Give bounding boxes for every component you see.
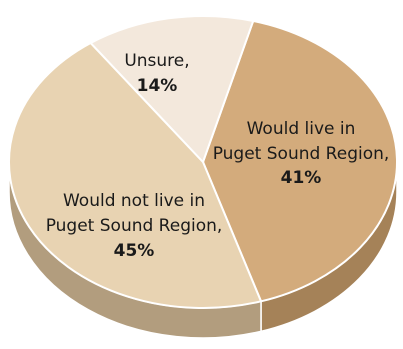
slice-label-line: Would live in bbox=[247, 119, 356, 139]
slice-label-line: Would not live in bbox=[63, 191, 205, 211]
pie-tops bbox=[8, 15, 398, 309]
slice-label-line: Unsure, bbox=[124, 51, 189, 71]
slice-percent-label: 45% bbox=[114, 241, 155, 261]
slice-percent-label: 14% bbox=[137, 76, 178, 96]
slice-percent-label: 41% bbox=[281, 168, 322, 188]
slice-label-unsure: Unsure, 14% bbox=[124, 51, 189, 96]
slice-label-would-live: Would live in Puget Sound Region, 41% bbox=[213, 119, 390, 188]
slice-label-line: Puget Sound Region, bbox=[46, 216, 223, 236]
slice-label-line: Puget Sound Region, bbox=[213, 144, 390, 164]
pie-slice-would-not-live bbox=[8, 41, 263, 309]
slice-label-would-not-live: Would not live in Puget Sound Region, 45… bbox=[46, 191, 223, 261]
pie-slice-unsure bbox=[89, 15, 255, 163]
pie-slice-would-live bbox=[202, 19, 398, 303]
